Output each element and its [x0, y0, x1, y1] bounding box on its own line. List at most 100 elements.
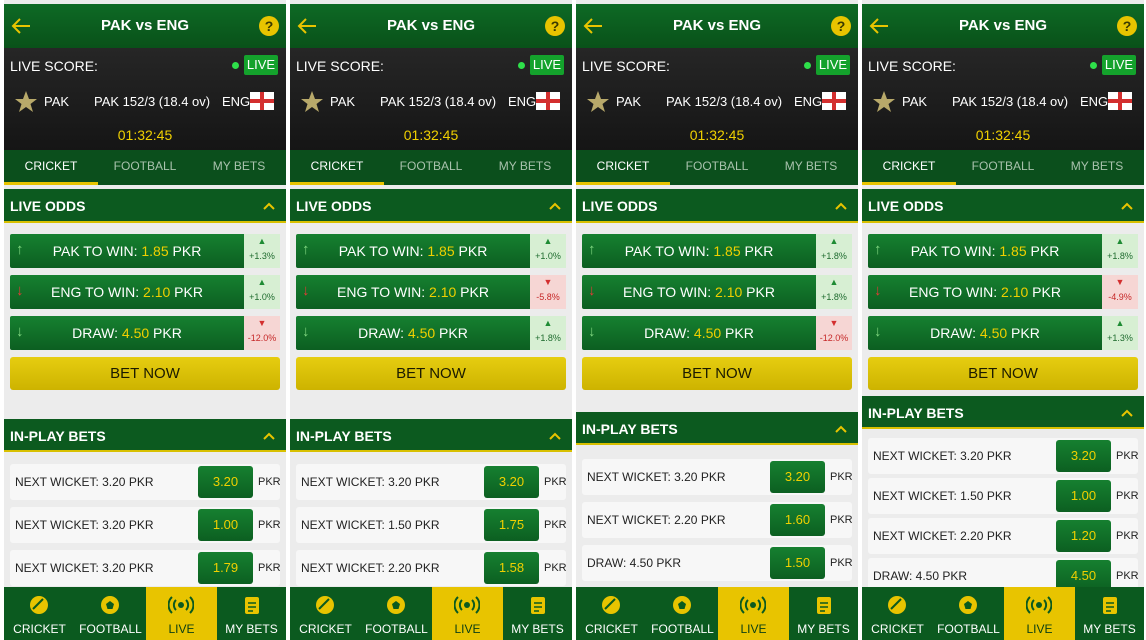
bet-odds-button[interactable]: 1.58 — [484, 552, 539, 584]
help-button[interactable]: ? — [830, 15, 852, 37]
collapse-chevron[interactable] — [262, 429, 276, 441]
odds-currency: PKR — [740, 243, 774, 259]
help-button[interactable]: ? — [258, 15, 280, 37]
score-line: PAK 152/3 (18.4 ov) — [666, 94, 783, 109]
bet-odds-button[interactable]: 3.20 — [1056, 440, 1111, 472]
odds-row[interactable]: ↓ ENG TO WIN: 2.10 PKR ▼ -4.9% — [868, 275, 1138, 309]
nav-item[interactable]: FOOTBALL — [933, 587, 1004, 640]
odds-currency: PKR — [435, 325, 468, 341]
back-button[interactable] — [10, 16, 32, 36]
bet-odds-button[interactable]: 1.60 — [770, 504, 825, 536]
svg-text:?: ? — [265, 18, 274, 34]
collapse-chevron[interactable] — [1120, 406, 1134, 418]
bet-currency: PKR — [258, 476, 281, 488]
sport-tab[interactable]: FOOTBALL — [685, 159, 749, 173]
header-bar: PAK vs ENG? — [4, 4, 286, 48]
odds-row[interactable]: ↓ DRAW: 4.50 PKR ▼ -12.0% — [582, 316, 852, 350]
bet-now-button[interactable]: BET NOW — [10, 357, 280, 390]
bet-row: NEXT WICKET: 3.20 PKR 1.00 PKR — [10, 507, 281, 543]
nav-item[interactable]: MY BETS — [789, 587, 858, 640]
bet-label: NEXT WICKET: 3.20 PKR — [587, 470, 726, 484]
bet-odds-button[interactable]: 3.20 — [198, 466, 253, 498]
nav-item[interactable]: LIVE — [1004, 587, 1075, 640]
odds-row[interactable]: ↓ DRAW: 4.50 PKR ▲ +1.8% — [296, 316, 566, 350]
sport-tab[interactable]: MY BETS — [784, 159, 838, 173]
odds-row[interactable]: ↓ ENG TO WIN: 2.10 PKR ▲ +1.0% — [10, 275, 280, 309]
live-score-label: LIVE SCORE: — [10, 58, 98, 74]
sport-tab[interactable]: CRICKET — [576, 150, 670, 185]
back-button[interactable] — [582, 16, 604, 36]
nav-item[interactable]: CRICKET — [290, 587, 361, 640]
nav-item[interactable]: CRICKET — [4, 587, 75, 640]
odds-text: ENG TO WIN: 2.10 PKR — [582, 284, 816, 300]
bet-odds-button[interactable]: 1.79 — [198, 552, 253, 584]
section-title: LIVE ODDS — [868, 198, 944, 214]
help-button[interactable]: ? — [544, 15, 566, 37]
sport-tab[interactable]: MY BETS — [1070, 159, 1124, 173]
odds-row[interactable]: ↓ ENG TO WIN: 2.10 PKR ▲ +1.8% — [582, 275, 852, 309]
bet-row: NEXT WICKET: 3.20 PKR 1.79 PKR — [10, 550, 281, 586]
odds-change: ▲ +1.8% — [816, 234, 852, 268]
nav-item[interactable]: MY BETS — [1075, 587, 1144, 640]
change-value: -12.0% — [819, 333, 849, 343]
nav-icon — [167, 594, 195, 616]
change-value: +1.8% — [821, 251, 847, 261]
sport-tab[interactable]: FOOTBALL — [971, 159, 1035, 173]
bottom-nav: CRICKET FOOTBALL LIVE MY BETS — [290, 587, 572, 640]
sport-tab[interactable]: MY BETS — [498, 159, 552, 173]
bet-odds-button[interactable]: 1.20 — [1056, 520, 1111, 552]
change-arrow: ▼ — [1115, 277, 1125, 287]
trend-arrow: ↓ — [16, 282, 24, 299]
sport-tab[interactable]: FOOTBALL — [399, 159, 463, 173]
sport-tab[interactable]: FOOTBALL — [113, 159, 177, 173]
odds-row[interactable]: ↓ ENG TO WIN: 2.10 PKR ▼ -5.8% — [296, 275, 566, 309]
collapse-chevron[interactable] — [262, 199, 276, 211]
sport-tab[interactable]: CRICKET — [290, 150, 384, 185]
odds-row[interactable]: ↓ DRAW: 4.50 PKR ▲ +1.3% — [868, 316, 1138, 350]
bet-odds-button[interactable]: 1.00 — [1056, 480, 1111, 512]
odds-row[interactable]: ↑ PAK TO WIN: 1.85 PKR ▲ +1.8% — [868, 234, 1138, 268]
bet-odds-button[interactable]: 1.00 — [198, 509, 253, 541]
collapse-chevron[interactable] — [548, 199, 562, 211]
bet-row: DRAW: 4.50 PKR 1.50 PKR — [582, 545, 853, 581]
collapse-chevron[interactable] — [1120, 199, 1134, 211]
nav-item[interactable]: LIVE — [432, 587, 503, 640]
collapse-chevron[interactable] — [548, 429, 562, 441]
score-line: PAK 152/3 (18.4 ov) — [380, 94, 497, 109]
collapse-chevron[interactable] — [834, 199, 848, 211]
nav-item[interactable]: FOOTBALL — [75, 587, 146, 640]
sport-tab[interactable]: CRICKET — [4, 150, 98, 185]
odds-row[interactable]: ↑ PAK TO WIN: 1.85 PKR ▲ +1.0% — [296, 234, 566, 268]
odds-row[interactable]: ↑ PAK TO WIN: 1.85 PKR ▲ +1.3% — [10, 234, 280, 268]
bet-now-button[interactable]: BET NOW — [582, 357, 852, 390]
back-button[interactable] — [296, 16, 318, 36]
nav-item[interactable]: MY BETS — [217, 587, 286, 640]
header-bar: PAK vs ENG? — [576, 4, 858, 48]
nav-label: CRICKET — [299, 622, 352, 636]
nav-item[interactable]: LIVE — [718, 587, 789, 640]
bet-now-button[interactable]: BET NOW — [296, 357, 566, 390]
bet-odds-button[interactable]: 3.20 — [484, 466, 539, 498]
bet-currency: PKR — [1116, 490, 1139, 502]
bet-now-button[interactable]: BET NOW — [868, 357, 1138, 390]
bet-odds-button[interactable]: 1.50 — [770, 547, 825, 579]
nav-item[interactable]: CRICKET — [862, 587, 933, 640]
header-bar: PAK vs ENG? — [862, 4, 1144, 48]
odds-row[interactable]: ↓ DRAW: 4.50 PKR ▼ -12.0% — [10, 316, 280, 350]
collapse-chevron[interactable] — [834, 422, 848, 434]
nav-item[interactable]: CRICKET — [576, 587, 647, 640]
odds-row[interactable]: ↑ PAK TO WIN: 1.85 PKR ▲ +1.8% — [582, 234, 852, 268]
help-button[interactable]: ? — [1116, 15, 1138, 37]
bet-odds-button[interactable]: 4.50 — [1056, 560, 1111, 592]
nav-item[interactable]: FOOTBALL — [647, 587, 718, 640]
sport-tab[interactable]: MY BETS — [212, 159, 266, 173]
bet-odds-button[interactable]: 1.75 — [484, 509, 539, 541]
sport-tab[interactable]: CRICKET — [862, 150, 956, 185]
nav-item[interactable]: LIVE — [146, 587, 217, 640]
bet-odds-button[interactable]: 3.20 — [770, 461, 825, 493]
odds-currency: PKR — [742, 284, 775, 300]
nav-item[interactable]: MY BETS — [503, 587, 572, 640]
nav-item[interactable]: FOOTBALL — [361, 587, 432, 640]
bet-currency: PKR — [830, 514, 853, 526]
back-button[interactable] — [868, 16, 890, 36]
